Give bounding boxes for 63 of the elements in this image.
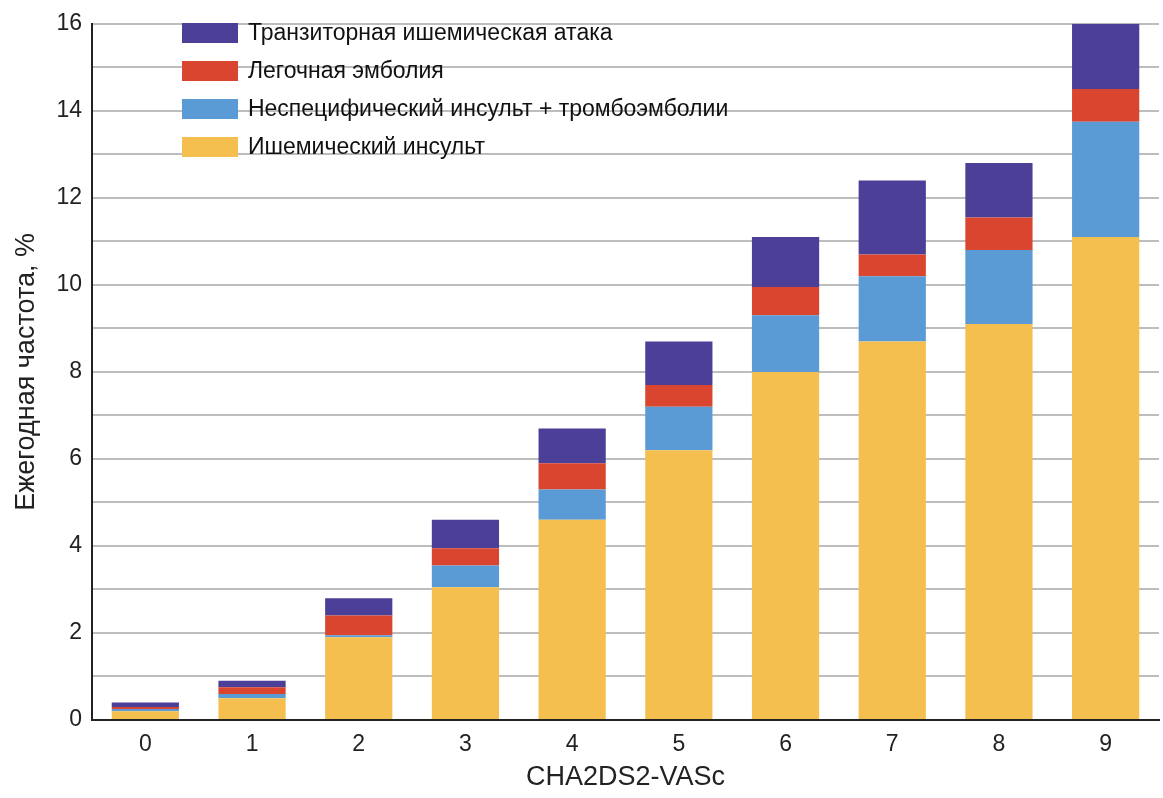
bar: [218, 680, 286, 688]
x-axis-title: CHA2DS2-VASc: [525, 761, 726, 792]
legend-label: Ишемический инсульт: [247, 133, 486, 161]
legend-label: Транзиторная ишемическая атака: [247, 19, 613, 47]
x-tick-label: 2: [352, 730, 366, 757]
x-tick-label: 7: [885, 730, 899, 757]
bar: [645, 406, 713, 451]
bar: [751, 371, 820, 719]
x-tick-label: 8: [992, 730, 1006, 757]
bar: [325, 598, 393, 616]
bar: [645, 384, 713, 407]
bar: [965, 324, 1033, 719]
bar: [645, 341, 713, 385]
bar: [751, 237, 820, 288]
bar: [645, 450, 713, 719]
bar: [431, 548, 500, 566]
bar: [218, 698, 286, 719]
x-tick-label: 1: [245, 730, 259, 757]
bar: [538, 463, 606, 490]
y-tick-label: 6: [69, 444, 82, 471]
bar: [111, 702, 179, 707]
bar: [111, 711, 179, 719]
bar: [1072, 121, 1140, 238]
bar: [965, 250, 1033, 325]
y-tick-label: 2: [69, 618, 82, 645]
x-tick-label: 0: [138, 730, 152, 757]
x-tick-label: 5: [672, 730, 686, 757]
x-tick-label: 4: [565, 730, 579, 757]
bar: [858, 276, 926, 342]
y-tick-label: 0: [69, 705, 82, 732]
bar: [751, 315, 820, 372]
bar: [858, 254, 926, 277]
bar: [751, 287, 820, 316]
legend-label: Легочная эмболия: [247, 57, 444, 85]
bar: [325, 615, 393, 636]
bar: [431, 587, 500, 719]
bar: [538, 519, 606, 719]
bar: [431, 565, 500, 588]
bar: [1072, 237, 1140, 719]
bar: [431, 519, 500, 549]
x-tick-label: 3: [459, 730, 472, 757]
bar: [858, 180, 926, 255]
bar: [325, 635, 393, 638]
y-tick-label: 16: [56, 9, 82, 36]
x-tick-label: 6: [779, 730, 792, 757]
y-tick-label: 4: [69, 531, 83, 558]
x-tick-label: 9: [1099, 730, 1113, 757]
bar: [218, 687, 286, 694]
y-tick-label: 12: [56, 183, 82, 210]
y-tick-label: 8: [69, 357, 82, 384]
bar: [965, 163, 1033, 218]
bar: [538, 489, 606, 520]
bar: [1072, 89, 1140, 122]
y-axis-title: Ежегодная частота, %: [9, 233, 40, 511]
y-tick-label: 10: [56, 270, 82, 297]
bar: [218, 693, 286, 699]
bar: [858, 341, 926, 719]
bar: [1072, 23, 1140, 90]
bar: [325, 637, 393, 719]
legend-label: Неспецифический инсульт + тромбоэмболии: [247, 95, 729, 123]
bar: [538, 428, 606, 464]
bar: [965, 217, 1033, 251]
y-tick-label: 14: [56, 96, 83, 123]
